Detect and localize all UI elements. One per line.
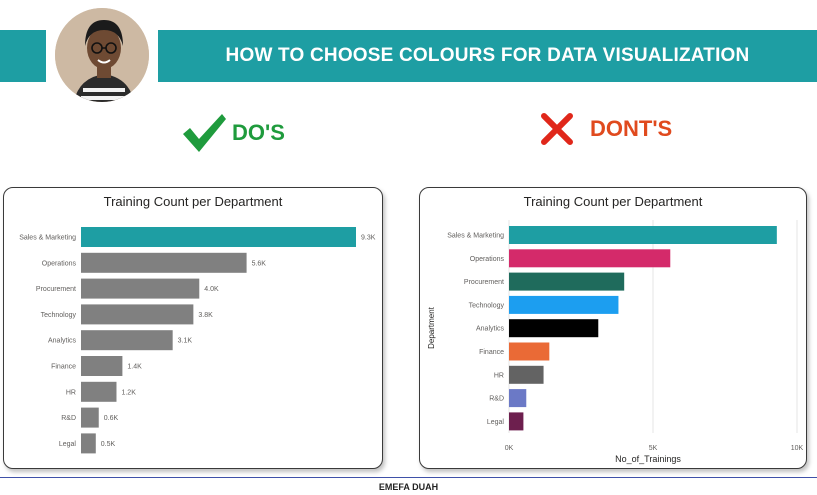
bar	[81, 407, 99, 428]
checkmark-icon	[183, 114, 226, 152]
category-label: Technology	[41, 312, 77, 319]
category-label: R&D	[61, 415, 76, 422]
x-tick-label: 5K	[649, 445, 658, 452]
category-label: Legal	[59, 441, 77, 448]
bad-chart-card: Training Count per Department 0K 5K 10K Sal…	[419, 187, 807, 469]
bar	[509, 272, 625, 291]
bar	[81, 330, 173, 351]
bar	[81, 433, 96, 454]
good-chart-title: Training Count per Department	[103, 194, 283, 209]
category-label: Operations	[42, 260, 77, 267]
header-banner: HOW TO CHOOSE COLOURS FOR DATA VISUALIZA…	[158, 30, 817, 82]
footer-divider	[0, 477, 817, 478]
good-chart: Sales & Marketing 9.3K Operations 5.6K Procu…	[19, 227, 376, 454]
bar	[81, 227, 356, 247]
data-label: 5.6K	[252, 260, 267, 267]
bar	[509, 226, 777, 244]
bar	[509, 365, 544, 384]
category-label: Procurement	[464, 279, 504, 286]
x-tick-label: 10K	[791, 445, 804, 452]
y-axis-label: Department	[427, 306, 436, 349]
data-label: 3.1K	[178, 338, 193, 345]
cross-icon	[541, 113, 573, 145]
category-label: Finance	[479, 349, 504, 356]
category-label: Analytics	[476, 326, 505, 333]
bar	[81, 381, 117, 402]
bar	[81, 278, 200, 299]
bad-chart-title: Training Count per Department	[523, 194, 703, 209]
bar	[81, 304, 194, 325]
footer-author: EMEFA DUAH	[378, 482, 439, 492]
data-label: 0.6K	[104, 415, 119, 422]
data-label: 1.2K	[121, 389, 136, 396]
data-label: 4.0K	[204, 286, 219, 293]
bar	[509, 389, 527, 408]
data-label: 0.5K	[101, 441, 116, 448]
category-label: Procurement	[36, 286, 76, 293]
category-label: Technology	[469, 302, 505, 309]
category-label: Analytics	[48, 338, 77, 345]
avatar	[53, 6, 151, 104]
data-label: 1.4K	[127, 364, 142, 371]
category-label: Sales & Marketing	[447, 233, 504, 240]
category-label: HR	[494, 372, 504, 379]
category-label: Legal	[487, 419, 505, 426]
donts-heading: DONT'S	[540, 112, 672, 146]
bar	[81, 252, 247, 273]
data-label: 3.8K	[198, 312, 213, 319]
banner-left-block	[0, 30, 46, 82]
category-label: Finance	[51, 364, 76, 371]
page-title: HOW TO CHOOSE COLOURS FOR DATA VISUALIZA…	[225, 45, 750, 66]
dos-heading: DO'S	[180, 112, 285, 154]
category-label: Sales & Marketing	[19, 235, 76, 242]
category-label: HR	[66, 389, 76, 396]
x-axis-label: No_of_Trainings	[615, 454, 681, 464]
bar	[509, 342, 550, 361]
bar	[509, 249, 671, 268]
bar	[509, 295, 619, 314]
x-tick-label: 0K	[505, 445, 514, 452]
bar	[509, 319, 599, 338]
person-portrait-icon	[55, 8, 149, 102]
dos-label: DO'S	[232, 120, 285, 145]
category-label: Operations	[470, 256, 505, 263]
bad-chart: 0K 5K 10K Sales & Marketing Operations Procur…	[427, 220, 804, 464]
category-label: R&D	[489, 396, 504, 403]
donts-label: DONT'S	[590, 116, 673, 141]
bar	[81, 356, 123, 376]
good-chart-card: Training Count per Department Sales & Ma…	[3, 187, 383, 469]
data-label: 9.3K	[361, 235, 376, 242]
bar	[509, 412, 524, 431]
